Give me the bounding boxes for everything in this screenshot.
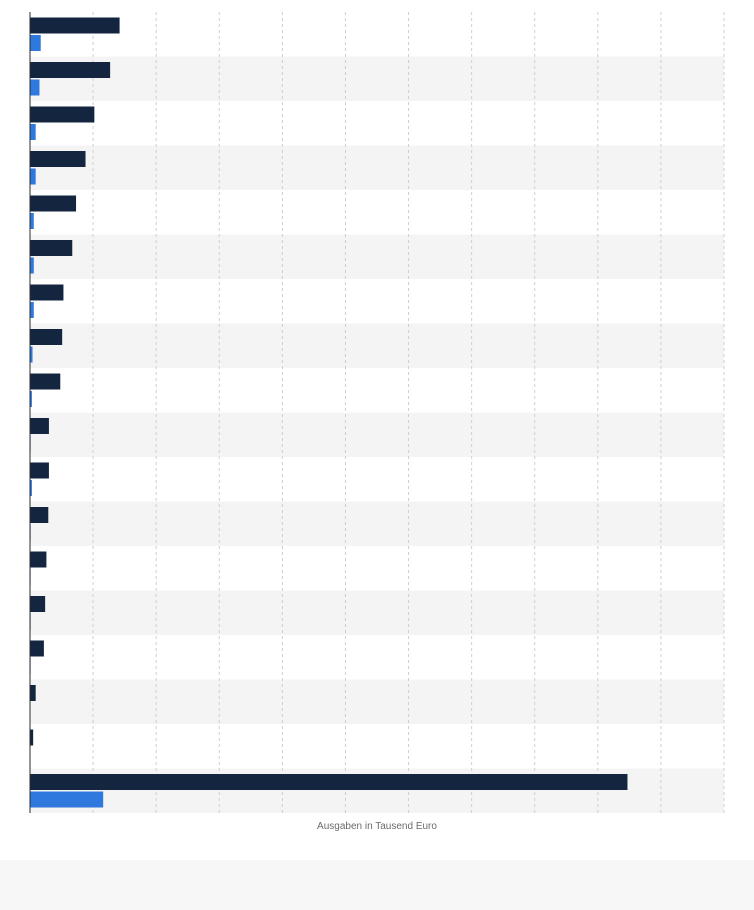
bar-series-1 (30, 729, 34, 746)
row-band (30, 12, 724, 57)
bar-series-2 (30, 791, 104, 808)
row-band (30, 590, 724, 635)
row-band (30, 635, 724, 680)
row-band (30, 101, 724, 146)
bar-series-1 (30, 774, 628, 790)
bar-series-2 (30, 35, 41, 51)
row-band (30, 234, 724, 279)
row-band (30, 724, 724, 769)
bar-series-2 (30, 346, 33, 363)
footer-area (0, 860, 754, 910)
bar-series-2 (30, 79, 40, 96)
row-band (30, 190, 724, 235)
gridlines (92, 12, 725, 813)
bar-series-2 (30, 213, 34, 229)
row-band (30, 368, 724, 413)
row-band (30, 412, 724, 457)
bar-series-1 (30, 373, 61, 390)
bar-series-1 (30, 418, 49, 434)
bar-series-1 (30, 284, 64, 301)
bars (30, 17, 628, 808)
bar-series-1 (30, 329, 63, 345)
bar-series-2 (30, 480, 32, 496)
bar-series-2 (30, 124, 36, 140)
bar-series-1 (30, 685, 36, 701)
bar-series-1 (30, 551, 47, 568)
row-band (30, 323, 724, 368)
chart-area: Ausgaben in Tausend Euro (29, 12, 725, 832)
bar-series-1 (30, 17, 120, 34)
x-axis-title: Ausgaben in Tausend Euro (317, 821, 437, 832)
bar-series-1 (30, 106, 95, 123)
bar-series-1 (30, 507, 49, 523)
bar-series-1 (30, 62, 111, 78)
row-band (30, 501, 724, 546)
bar-series-1 (30, 462, 49, 479)
row-band (30, 546, 724, 591)
bar-chart: Ausgaben in Tausend Euro (29, 12, 725, 832)
row-bands (30, 12, 724, 813)
bar-series-2 (30, 391, 32, 407)
bar-series-2 (30, 302, 34, 318)
row-band (30, 457, 724, 502)
bar-series-1 (30, 195, 77, 212)
bar-series-1 (30, 240, 73, 256)
row-band (30, 56, 724, 101)
bar-series-1 (30, 151, 86, 167)
bar-series-1 (30, 596, 46, 612)
row-band (30, 679, 724, 724)
bar-series-1 (30, 640, 44, 657)
bar-series-2 (30, 168, 36, 185)
row-band (30, 279, 724, 324)
row-band (30, 145, 724, 190)
bar-series-2 (30, 257, 34, 274)
